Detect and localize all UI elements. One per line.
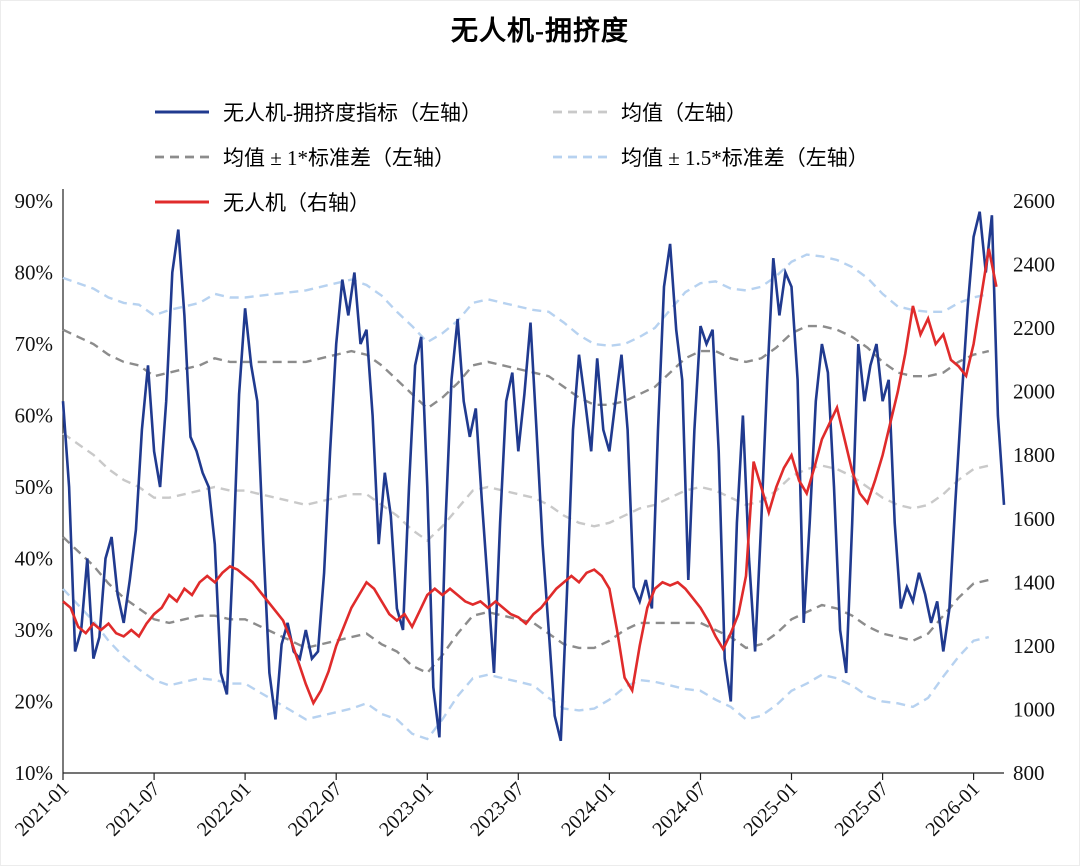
- legend-swatch-icon: [155, 155, 209, 159]
- right-axis-tick-label: 1000: [1013, 697, 1055, 721]
- legend-item-1: 均值（左轴）: [551, 97, 869, 127]
- right-axis-tick-label: 2200: [1013, 316, 1055, 340]
- legend-label: 均值（左轴）: [621, 101, 747, 125]
- right-axis-tick-label: 1200: [1013, 634, 1055, 658]
- legend-label: 无人机-拥挤度指标（左轴）: [223, 101, 482, 125]
- legend-swatch-icon: [553, 155, 607, 159]
- legend-swatch-icon: [155, 110, 209, 114]
- series-4-line: [62, 248, 998, 707]
- x-axis-tick-label: 2021-01: [11, 778, 74, 841]
- left-axis-tick-label: 60%: [15, 404, 54, 428]
- series-0-line: [61, 211, 1006, 742]
- left-axis-tick-label: 50%: [15, 475, 54, 499]
- left-axis-tick-label: 90%: [15, 189, 54, 213]
- x-axis-tick-label: 2025-01: [739, 778, 802, 841]
- right-axis-tick-label: 2000: [1013, 380, 1055, 404]
- left-axis-tick-label: 80%: [15, 261, 54, 285]
- left-axis-tick-label: 70%: [15, 332, 54, 356]
- x-axis-tick-label: 2023-01: [375, 778, 438, 841]
- x-axis-tick-label: 2024-01: [557, 778, 620, 841]
- right-axis-tick-label: 2600: [1013, 189, 1055, 213]
- legend-item-0: 无人机-拥挤度指标（左轴）: [153, 97, 551, 127]
- chart-legend: 无人机-拥挤度指标（左轴） 均值（左轴） 均值 ± 1*标准差（左轴） 均值 ± 1.…: [153, 97, 869, 217]
- series-3-line: [62, 253, 990, 348]
- right-axis-tick-label: 1600: [1013, 507, 1055, 531]
- right-axis-tick-label: 2400: [1013, 253, 1055, 277]
- left-axis-tick-label: 30%: [15, 618, 54, 642]
- x-axis-tick-label: 2022-07: [284, 778, 347, 841]
- x-axis-tick-label: 2022-01: [193, 778, 256, 841]
- x-axis-tick-label: 2024-07: [648, 778, 711, 841]
- x-axis-tick-label: 2025-07: [830, 778, 893, 841]
- legend-label: 均值 ± 1*标准差（左轴）: [223, 146, 456, 170]
- chart-title: 无人机-拥挤度: [451, 16, 629, 46]
- series-1-line: [62, 432, 990, 543]
- legend-swatch-icon: [553, 110, 607, 114]
- x-axis-tick-label: 2026-01: [921, 778, 984, 841]
- x-axis-tick-label: 2023-07: [466, 778, 529, 841]
- legend-item-2: 均值 ± 1*标准差（左轴）: [153, 142, 551, 172]
- left-axis-tick-label: 20%: [15, 690, 54, 714]
- legend-item-4: 无人机（右轴）: [153, 187, 551, 217]
- left-axis-tick-label: 40%: [15, 547, 54, 571]
- x-axis-tick-label: 2021-07: [102, 778, 165, 841]
- left-axis-tick-label: 10%: [15, 761, 54, 785]
- legend-swatch-icon: [155, 200, 209, 204]
- right-axis-tick-label: 1400: [1013, 570, 1055, 594]
- legend-label: 均值 ± 1.5*标准差（左轴）: [621, 146, 869, 170]
- series-3-line: [62, 588, 990, 741]
- right-axis-tick-label: 1800: [1013, 443, 1055, 467]
- legend-label: 无人机（右轴）: [223, 191, 370, 215]
- right-axis-tick-label: 800: [1013, 761, 1045, 785]
- series-2-line: [62, 324, 990, 410]
- legend-item-3: 均值 ± 1.5*标准差（左轴）: [551, 142, 869, 172]
